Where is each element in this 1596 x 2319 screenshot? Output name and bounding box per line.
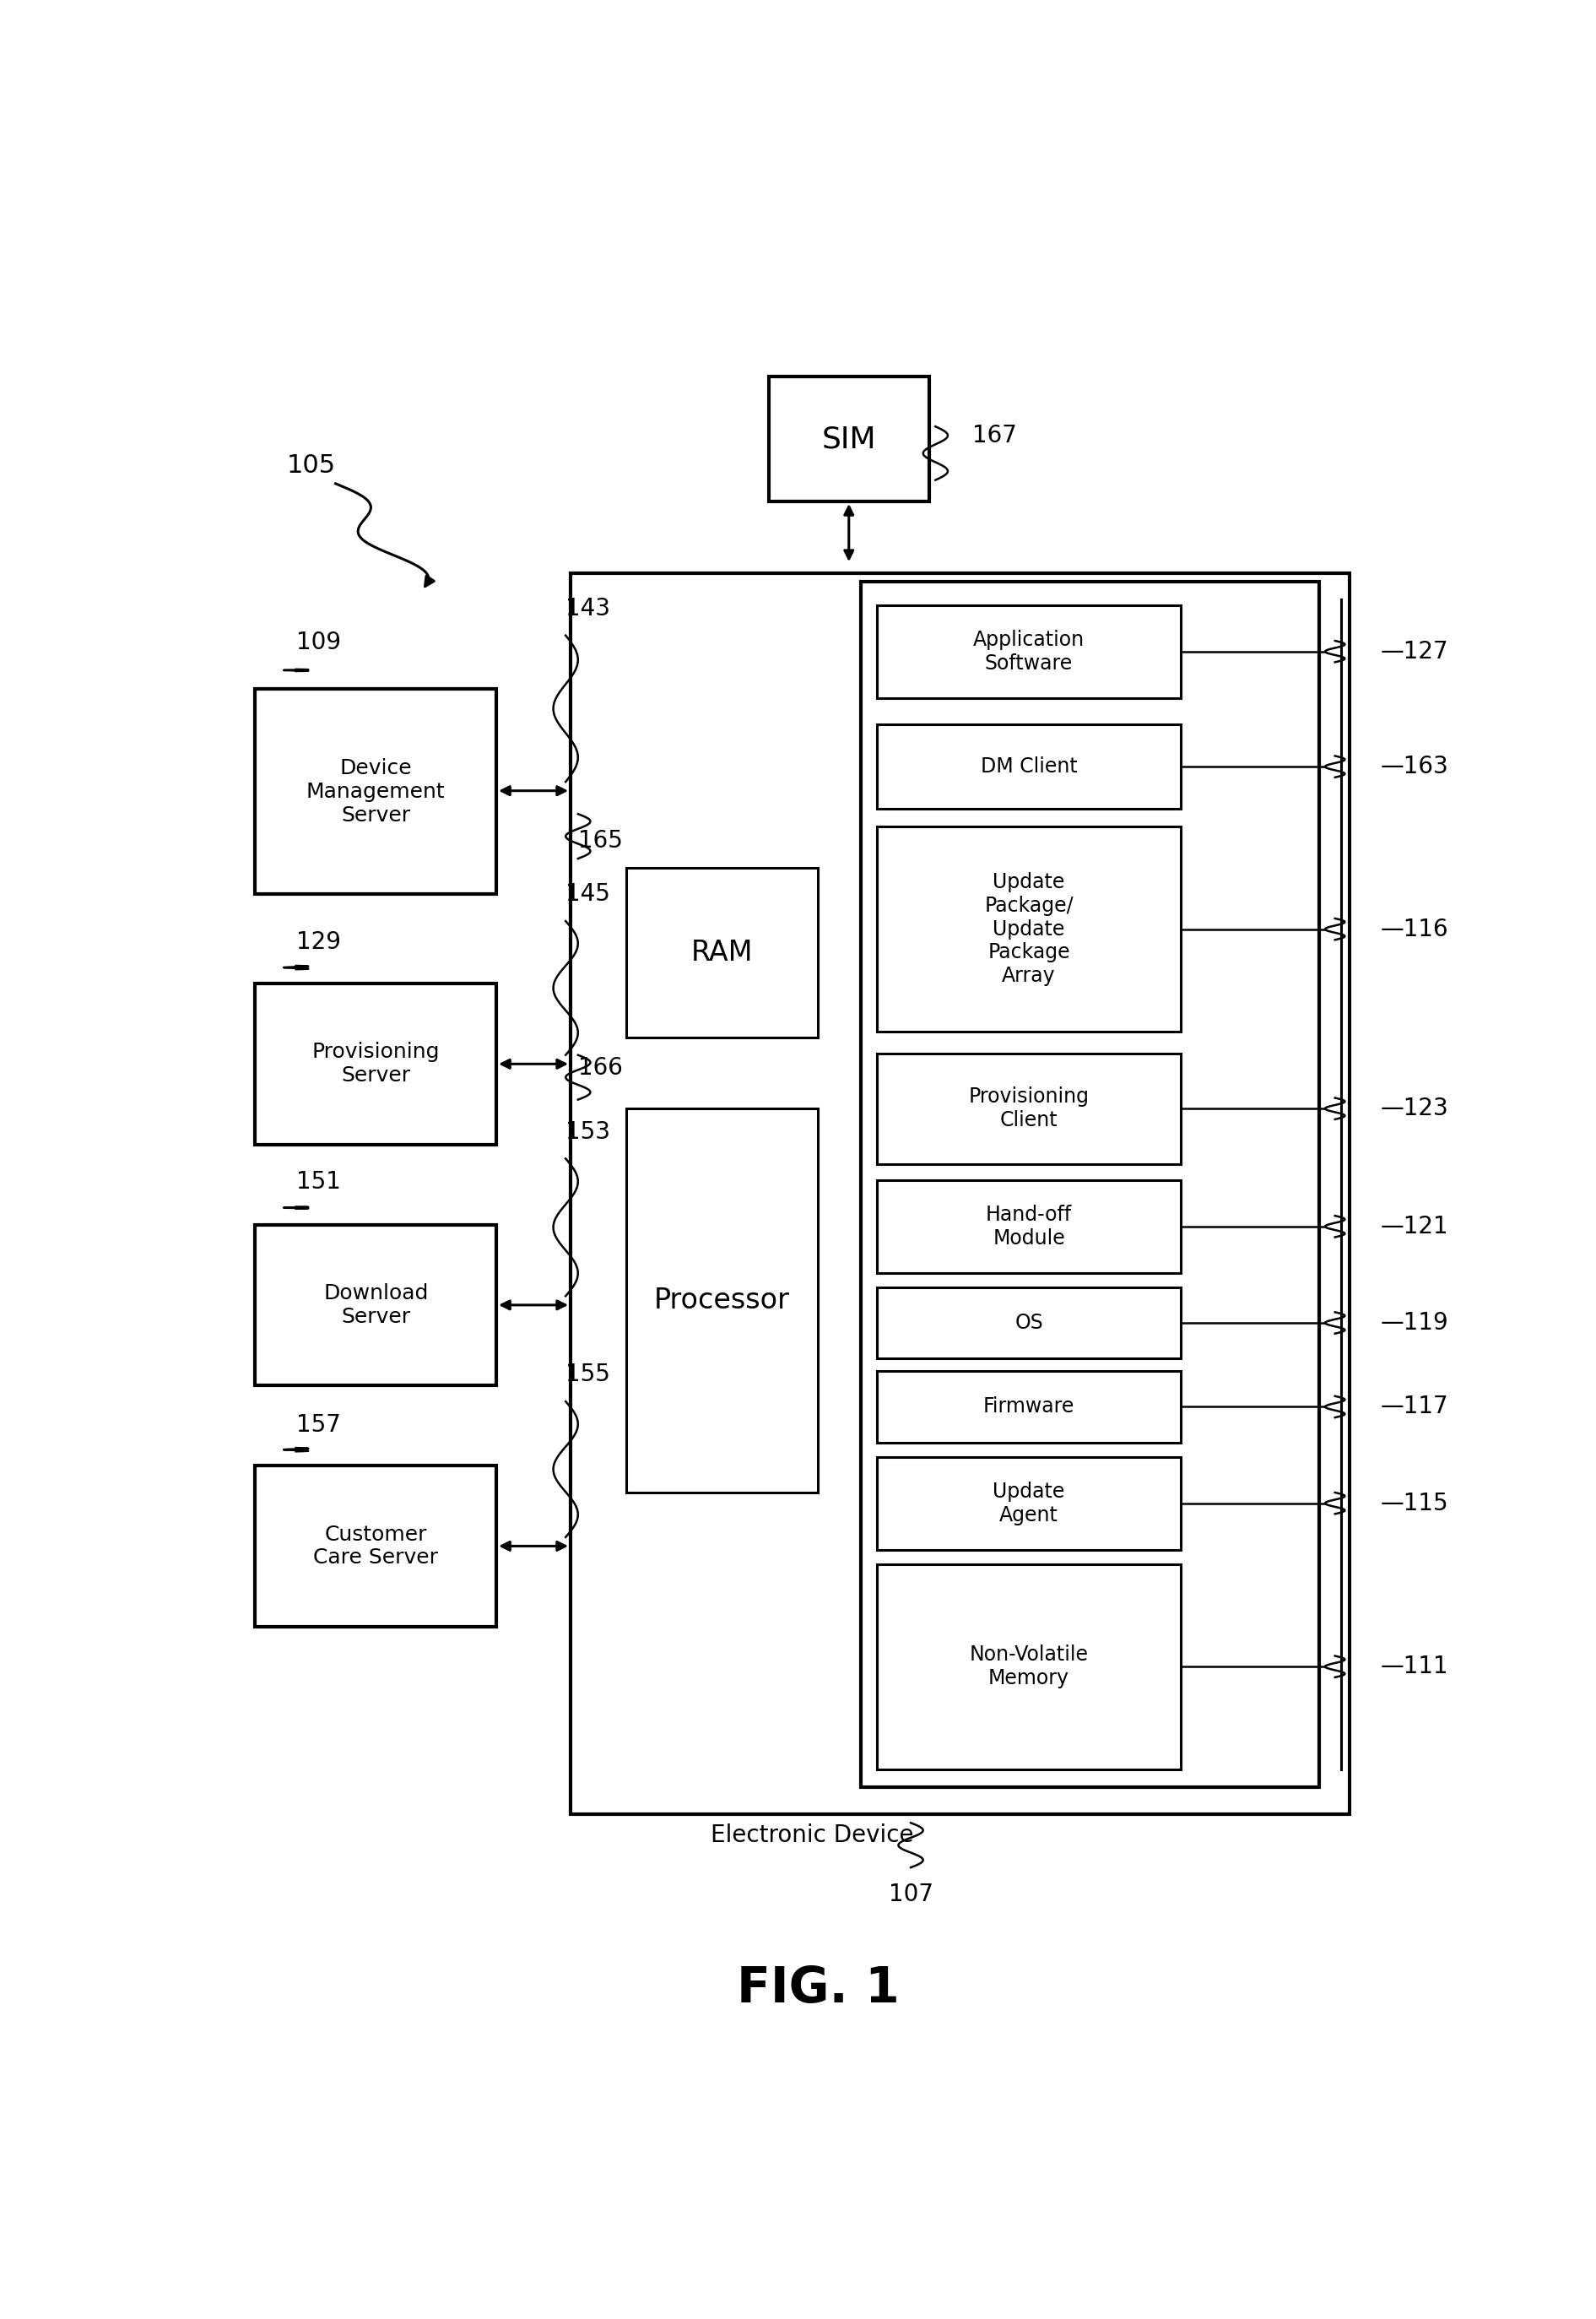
- Text: 167: 167: [972, 424, 1017, 448]
- Text: —115: —115: [1381, 1491, 1449, 1514]
- Bar: [878, 826, 1181, 1032]
- Text: 129: 129: [295, 930, 340, 955]
- Text: —163: —163: [1381, 754, 1449, 779]
- Bar: [255, 689, 496, 895]
- Text: Update
Agent: Update Agent: [993, 1482, 1065, 1526]
- Bar: [255, 983, 496, 1143]
- Bar: [878, 1456, 1181, 1549]
- Text: Device
Management
Server: Device Management Server: [306, 758, 445, 826]
- Bar: [878, 1180, 1181, 1273]
- Text: —127: —127: [1381, 640, 1449, 663]
- Text: Customer
Care Server: Customer Care Server: [313, 1524, 439, 1568]
- Text: DM Client: DM Client: [980, 756, 1077, 777]
- Text: RAM: RAM: [691, 939, 753, 967]
- Bar: [255, 1466, 496, 1626]
- Text: 165: 165: [578, 828, 622, 853]
- Text: FIG. 1: FIG. 1: [737, 1964, 899, 2013]
- Text: 155: 155: [565, 1364, 610, 1387]
- Bar: [255, 1224, 496, 1384]
- Text: Processor: Processor: [654, 1287, 790, 1315]
- Text: 153: 153: [565, 1120, 610, 1143]
- Text: 151: 151: [295, 1171, 340, 1194]
- Text: Firmware: Firmware: [983, 1396, 1074, 1417]
- Text: OS: OS: [1015, 1313, 1044, 1333]
- Text: 145: 145: [565, 884, 610, 907]
- Text: Hand-off
Module: Hand-off Module: [986, 1204, 1073, 1248]
- Bar: [878, 1287, 1181, 1359]
- Text: Provisioning
Server: Provisioning Server: [311, 1041, 439, 1085]
- Text: Download
Server: Download Server: [324, 1282, 428, 1326]
- Bar: [878, 605, 1181, 698]
- Text: —119: —119: [1381, 1310, 1449, 1336]
- Text: 143: 143: [565, 596, 610, 621]
- Text: Application
Software: Application Software: [974, 631, 1085, 673]
- Text: SIM: SIM: [822, 424, 876, 452]
- Text: 157: 157: [295, 1412, 340, 1435]
- Bar: [571, 573, 1350, 1813]
- Bar: [626, 867, 819, 1037]
- Text: Update
Package/
Update
Package
Array: Update Package/ Update Package Array: [985, 872, 1074, 986]
- Text: Electronic Device: Electronic Device: [710, 1823, 913, 1848]
- Text: —116: —116: [1381, 918, 1449, 942]
- Bar: [878, 1563, 1181, 1769]
- Text: —123: —123: [1381, 1097, 1449, 1120]
- Bar: [878, 1053, 1181, 1164]
- Bar: [769, 376, 929, 501]
- Text: Non-Volatile
Memory: Non-Volatile Memory: [969, 1644, 1088, 1688]
- Bar: [878, 1371, 1181, 1442]
- Text: —121: —121: [1381, 1215, 1449, 1238]
- Text: Provisioning
Client: Provisioning Client: [969, 1088, 1088, 1129]
- Text: 166: 166: [578, 1055, 622, 1078]
- Text: —117: —117: [1381, 1396, 1449, 1419]
- Bar: [878, 724, 1181, 809]
- Text: 109: 109: [295, 631, 342, 654]
- Text: —111: —111: [1381, 1656, 1449, 1679]
- Text: 107: 107: [889, 1883, 934, 1906]
- Bar: [626, 1108, 819, 1493]
- Bar: [862, 582, 1318, 1788]
- Text: 105: 105: [286, 455, 335, 478]
